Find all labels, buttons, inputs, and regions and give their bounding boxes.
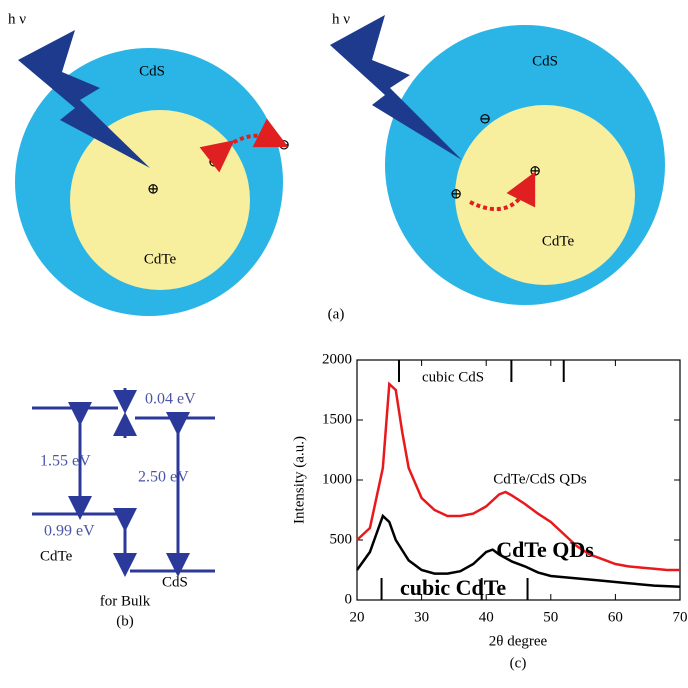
x-tick-label: 40 [479,609,494,625]
shell-label: CdS [139,63,165,79]
y-axis-label: Intensity (a.u.) [291,436,307,524]
energy-label: 0.04 eV [145,391,196,408]
symbol: ⊖ [208,154,221,170]
reference-label: cubic CdS [422,369,484,385]
core-label: CdTe [542,233,575,249]
core-label: CdTe [144,251,177,267]
energy-label: 1.55 eV [40,453,91,470]
symbol: ⊕ [450,186,463,202]
x-axis-label: 2θ degree [489,633,548,649]
light-label: h ν [332,11,350,27]
energy-label: 0.99 eV [44,523,95,540]
energy-label: 2.50 eV [138,469,189,486]
material-label: CdS [162,574,188,590]
symbol: ⊖ [278,137,291,153]
shell-label: CdS [532,53,558,69]
series-label: CdTe QDs [496,537,594,562]
x-tick-label: 50 [543,609,558,625]
y-tick-label: 500 [330,531,353,547]
x-tick-label: 60 [608,609,623,625]
y-tick-label: 1500 [322,411,352,427]
y-tick-label: 1000 [322,471,352,487]
symbol: ⊖ [479,111,492,127]
material-label: CdTe [40,548,73,564]
core [455,105,635,285]
figure: h ν CdS CdTe ⊕ ⊖ ⊖ h ν CdS CdTe ⊖ ⊕ ⊕ (a… [0,0,688,688]
note: for Bulk [100,593,151,609]
x-tick-label: 70 [673,609,688,625]
reference-label: cubic CdTe [400,575,506,600]
y-tick-label: 2000 [322,351,352,367]
panel-a-left: h ν CdS CdTe ⊕ ⊖ ⊖ [8,11,290,316]
light-label: h ν [8,11,26,27]
panel-a-right: h ν CdS CdTe ⊖ ⊕ ⊕ [330,11,665,305]
x-tick-label: 20 [350,609,365,625]
symbol: ⊕ [147,181,160,197]
x-tick-label: 30 [414,609,429,625]
panel-b: 0.04 eV 1.55 eV 2.50 eV 0.99 eV CdTe CdS… [32,388,215,629]
chart: Intensity (a.u.) 2θ degree (c) 20 30 40 50 6… [291,351,687,671]
series-label: CdTe/CdS QDs [493,471,587,487]
caption: (c) [510,655,527,671]
symbol: ⊕ [529,163,542,179]
caption: (b) [116,613,134,629]
caption: (a) [328,306,345,322]
y-tick-label: 0 [345,591,353,607]
